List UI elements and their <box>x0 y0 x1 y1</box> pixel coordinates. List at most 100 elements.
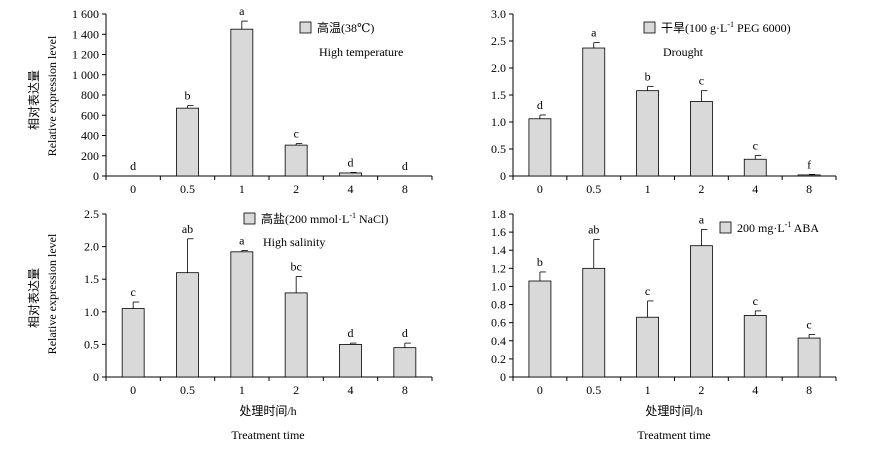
significance-label: c <box>753 294 758 308</box>
x-tick-label: 0 <box>537 383 543 397</box>
significance-label: a <box>239 4 245 18</box>
y-tick-label: 1 400 <box>72 27 99 41</box>
legend-title-en: Drought <box>663 45 704 59</box>
x-tick-label: 0 <box>537 182 543 196</box>
bar <box>582 47 606 177</box>
bar <box>528 118 552 177</box>
y-tick-label: 2.0 <box>491 61 506 75</box>
bar <box>176 272 199 378</box>
y-tick-label: 1 200 <box>72 48 99 62</box>
xlabel-cn-right: 处理时间/h <box>645 404 702 418</box>
y-tick-label: 2.0 <box>84 240 99 254</box>
legend-title-sup: -1 <box>727 20 734 29</box>
y-tick-label: 0.5 <box>84 337 99 351</box>
bar <box>743 158 767 177</box>
y-tick-label: 200 <box>81 149 99 163</box>
bar <box>393 347 417 378</box>
x-tick-label: 4 <box>348 182 354 196</box>
bar <box>284 144 308 177</box>
xlabel-en-left: Treatment time <box>231 428 304 442</box>
x-tick-label: 0 <box>130 383 136 397</box>
y-tick-label: 600 <box>81 108 99 122</box>
y-tick-label: 0.5 <box>491 142 506 156</box>
legend-title-end: NaCl) <box>356 212 388 226</box>
x-tick-label: 1 <box>239 383 245 397</box>
bar <box>690 101 713 177</box>
bar <box>339 343 362 378</box>
significance-label: d <box>130 159 136 173</box>
y-tick-label: 0.2 <box>491 352 506 366</box>
bar <box>797 174 821 177</box>
significance-label: c <box>294 127 299 141</box>
y-tick-label: 0 <box>500 169 506 183</box>
significance-label: c <box>806 317 811 331</box>
significance-label: d <box>537 98 543 112</box>
significance-label: a <box>591 26 597 40</box>
legend-swatch <box>299 21 312 34</box>
significance-label: b <box>537 255 543 269</box>
legend-title-sup: -1 <box>349 211 356 220</box>
x-tick-label: 0.5 <box>586 383 601 397</box>
x-tick-label: 4 <box>752 182 758 196</box>
significance-label: d <box>402 326 408 340</box>
legend-title: 干旱(100 g·L-1 PEG 6000) <box>661 20 791 35</box>
x-tick-label: 1 <box>239 182 245 196</box>
legend-title-sup: -1 <box>785 220 792 229</box>
y-tick-label: 0 <box>500 370 506 384</box>
x-tick-label: 1 <box>645 383 651 397</box>
xlabel-en-right: Treatment time <box>637 428 710 442</box>
bar <box>230 251 254 378</box>
bar <box>284 292 308 378</box>
bar <box>797 337 821 378</box>
y-tick-label: 400 <box>81 129 99 143</box>
y-tick-label: 3.0 <box>491 7 506 21</box>
bar <box>636 90 659 177</box>
xlabel-cn-left: 处理时间/h <box>239 404 296 418</box>
significance-label: f <box>807 157 811 171</box>
bar <box>339 172 362 177</box>
y-tick-label: 2.5 <box>491 34 506 48</box>
legend-title-end: ABA <box>791 221 819 235</box>
legend-title: 高盐(200 mmol·L-1 NaCl) <box>261 211 388 226</box>
significance-label: c <box>753 138 758 152</box>
x-tick-label: 8 <box>806 182 812 196</box>
y-tick-label: 1.5 <box>84 272 99 286</box>
x-tick-label: 2 <box>698 383 704 397</box>
legend-title-end: PEG 6000) <box>734 21 791 35</box>
legend-swatch <box>643 21 656 34</box>
ylabel-en-top: Relative expression level <box>45 35 59 156</box>
x-tick-label: 4 <box>348 383 354 397</box>
bar <box>690 245 713 378</box>
y-tick-label: 0.6 <box>491 316 506 330</box>
significance-label: c <box>699 74 704 88</box>
y-tick-label: 0.4 <box>491 334 506 348</box>
significance-label: b <box>185 89 191 103</box>
y-tick-label: 1 600 <box>72 7 99 21</box>
significance-label: d <box>348 155 354 169</box>
x-tick-label: 0.5 <box>180 182 195 196</box>
legend-title-main: 高温(38℃) <box>317 20 374 35</box>
legend-title-en: High salinity <box>263 235 325 249</box>
bar <box>528 280 552 378</box>
x-tick-label: 0.5 <box>180 383 195 397</box>
significance-label: ab <box>588 222 599 236</box>
legend-swatch <box>243 212 256 225</box>
y-tick-label: 1.0 <box>84 305 99 319</box>
legend-title: 高温(38℃) <box>317 20 374 35</box>
y-tick-label: 800 <box>81 88 99 102</box>
x-tick-label: 2 <box>698 182 704 196</box>
chart-panel-2: 0 0.5 1.0 1.5 2.0 2.5 3.0 0 0.5 1 2 4 8 d a b c c f 干旱(100 … <box>491 7 837 196</box>
significance-label: a <box>699 212 705 226</box>
x-tick-label: 8 <box>402 383 408 397</box>
significance-label: ab <box>182 222 193 236</box>
chart-panel-3: 0 0.5 1.0 1.5 2.0 2.5 0 0.5 1 2 4 8 c ab a bc d d 高盐(200 m… <box>84 207 433 397</box>
y-tick-label: 1.0 <box>491 279 506 293</box>
y-tick-label: 1.5 <box>491 88 506 102</box>
y-tick-label: 1.2 <box>491 261 506 275</box>
x-tick-label: 2 <box>293 383 299 397</box>
x-tick-label: 8 <box>806 383 812 397</box>
significance-label: b <box>645 69 651 83</box>
ylabel-cn-bottom: 相对表达量 <box>27 268 41 328</box>
significance-label: d <box>348 326 354 340</box>
